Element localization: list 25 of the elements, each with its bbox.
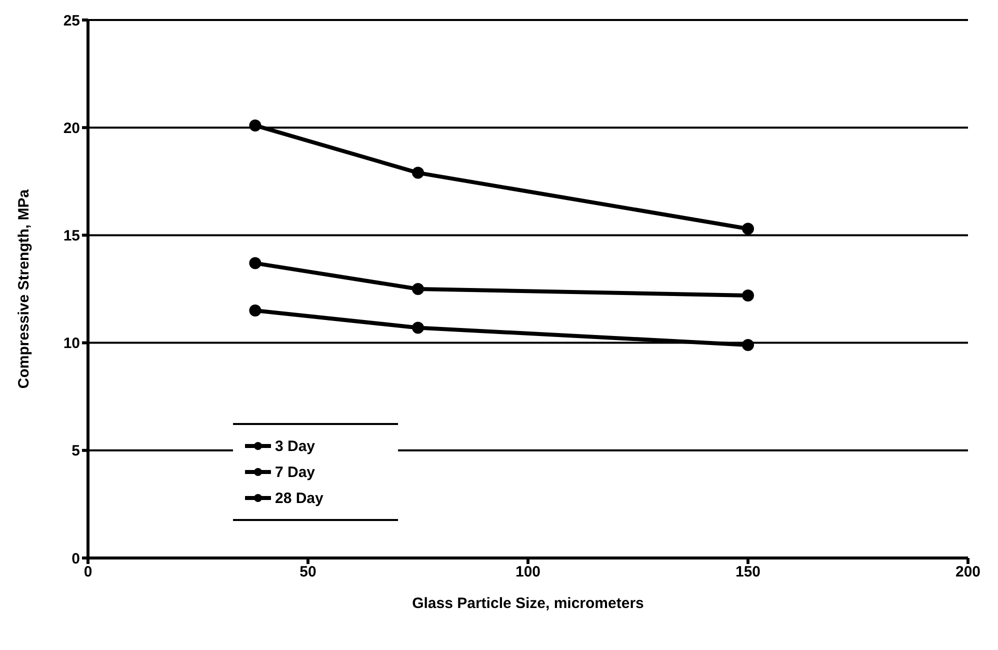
- y-axis-title: Compressive Strength, MPa: [15, 188, 32, 389]
- point: [412, 283, 424, 295]
- x-tick-label: 150: [735, 564, 761, 581]
- point: [742, 338, 754, 351]
- legend-label: 7 Day: [275, 464, 316, 480]
- point: [412, 322, 424, 334]
- point: [412, 166, 424, 179]
- legend-label: 3 Day: [275, 438, 316, 454]
- y-tick-label: 20: [63, 120, 80, 137]
- y-tick-label: 10: [63, 335, 80, 352]
- point: [742, 222, 754, 235]
- point: [249, 119, 262, 132]
- y-tick-label: 5: [72, 442, 80, 460]
- y-tick-label: 0: [72, 550, 80, 568]
- x-tick-label: 0: [84, 564, 92, 581]
- legend-label: 28 Day: [275, 490, 324, 506]
- point: [249, 257, 262, 270]
- x-tick-label: 200: [955, 564, 981, 581]
- point: [742, 289, 754, 302]
- x-tick-label: 100: [515, 564, 541, 581]
- x-axis-title: Glass Particle Size, micrometers: [412, 595, 644, 612]
- x-tick-label: 50: [300, 564, 316, 581]
- y-tick-label: 25: [63, 12, 80, 30]
- point: [249, 304, 262, 317]
- y-tick-label: 15: [63, 228, 80, 245]
